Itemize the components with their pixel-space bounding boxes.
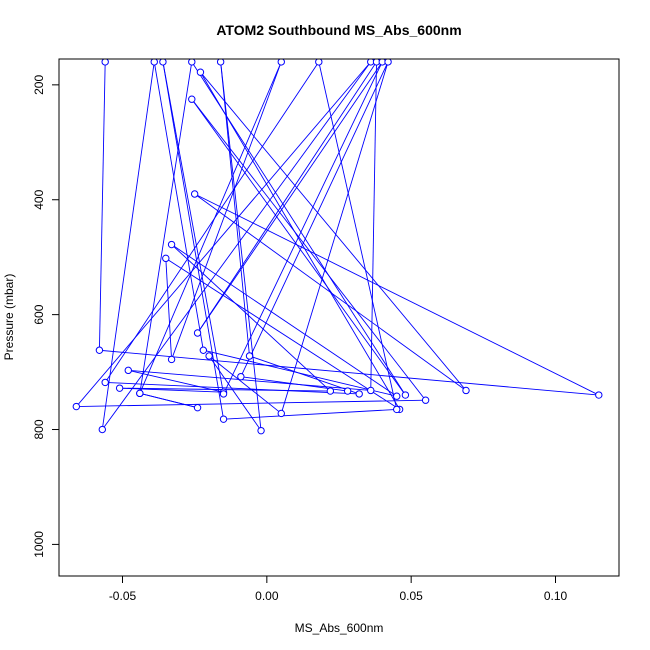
data-point	[393, 405, 401, 414]
data-point	[98, 425, 106, 434]
series-line-segment	[139, 392, 198, 409]
data-point	[167, 240, 176, 249]
series-line-segment	[99, 349, 599, 396]
data-point	[595, 391, 603, 399]
series-line-segment	[220, 61, 262, 431]
data-point	[219, 415, 228, 423]
series-line-segment	[194, 193, 599, 396]
series-line-segment	[171, 244, 397, 397]
series-line-segment	[128, 369, 224, 393]
series-line-segment	[249, 355, 360, 395]
series-line-segment	[318, 61, 398, 410]
data-point	[193, 403, 202, 412]
data-point	[124, 366, 132, 375]
x-axis-label: MS_Abs_600nm	[295, 621, 384, 635]
data-point	[72, 402, 81, 411]
data-point	[384, 59, 392, 66]
data-point	[326, 387, 335, 395]
series-line-segment	[220, 61, 250, 357]
x-tick-label: 0.10	[544, 589, 568, 603]
series-line-segment	[240, 61, 389, 377]
data-point	[95, 346, 104, 354]
series-line-segment	[139, 61, 193, 394]
y-tick-label: 1000	[32, 531, 46, 558]
series-line-segment	[197, 61, 377, 334]
y-tick-label: 400	[32, 189, 46, 209]
data-point	[188, 59, 196, 66]
series-line-segment	[191, 61, 406, 396]
series-line-segment	[101, 61, 372, 430]
data-point	[205, 352, 213, 360]
x-tick-label: 0.05	[399, 589, 423, 603]
series-line-segment	[119, 387, 224, 393]
data-point	[199, 346, 208, 354]
data-point	[136, 389, 144, 398]
data-point	[355, 390, 363, 398]
data-point	[315, 59, 323, 66]
series-line-segment	[98, 61, 106, 351]
data-point	[101, 378, 109, 387]
series-line-segment	[153, 61, 204, 351]
y-axis-label: Pressure (mbar)	[2, 274, 16, 361]
x-tick-label: -0.05	[109, 589, 137, 603]
series-line-segment	[223, 61, 383, 395]
series-line-segment	[370, 61, 377, 391]
data-point	[196, 68, 205, 76]
series-line-segment	[280, 61, 389, 414]
series-line-segment	[197, 61, 383, 334]
series-line-segment	[165, 257, 400, 410]
series-line-segment	[105, 381, 360, 395]
series-line-segment	[139, 61, 282, 394]
data-point	[216, 59, 225, 66]
series-line-segment	[101, 61, 155, 430]
data-point	[462, 386, 470, 395]
series-line-segment	[191, 98, 426, 401]
data-point	[101, 59, 109, 66]
y-tick-label: 600	[32, 304, 46, 324]
data-point	[167, 355, 176, 364]
series-line-segment	[200, 71, 467, 391]
data-point	[277, 59, 285, 66]
series-line-segment	[208, 355, 282, 414]
chart-title: ATOM2 Southbound MS_Abs_600nm	[216, 22, 461, 38]
y-axis: 200 400 600 800 1000	[32, 75, 60, 558]
data-point	[343, 387, 352, 395]
series-line-segment	[104, 61, 320, 383]
series-line-segment	[76, 399, 426, 407]
series-line-segment	[162, 61, 224, 394]
data-point	[257, 426, 265, 435]
data-point	[150, 59, 158, 66]
data-point	[367, 386, 375, 395]
data-point	[188, 95, 196, 103]
data-point	[401, 391, 410, 399]
data-point	[393, 392, 401, 400]
y-tick-label: 200	[32, 75, 46, 95]
data-point	[190, 190, 199, 198]
data-point	[193, 329, 202, 337]
x-axis: -0.05 0.00 0.05 0.10	[109, 575, 568, 603]
series-line-segment	[208, 355, 262, 431]
data-point	[277, 409, 285, 418]
data-point	[421, 396, 430, 404]
data-point	[237, 372, 245, 381]
series-line-segment	[165, 258, 173, 360]
data-point	[162, 254, 170, 263]
data-point	[115, 384, 124, 392]
series-line-segment	[128, 369, 371, 391]
series-line-segment	[200, 71, 401, 410]
series-line-segment	[191, 98, 406, 396]
data-point	[219, 390, 228, 398]
data-point	[159, 59, 167, 66]
y-tick-label: 800	[32, 419, 46, 439]
x-tick-label: 0.00	[255, 589, 279, 603]
series-line-segment	[75, 61, 372, 407]
data-point	[245, 352, 254, 360]
data-layer	[72, 59, 603, 435]
